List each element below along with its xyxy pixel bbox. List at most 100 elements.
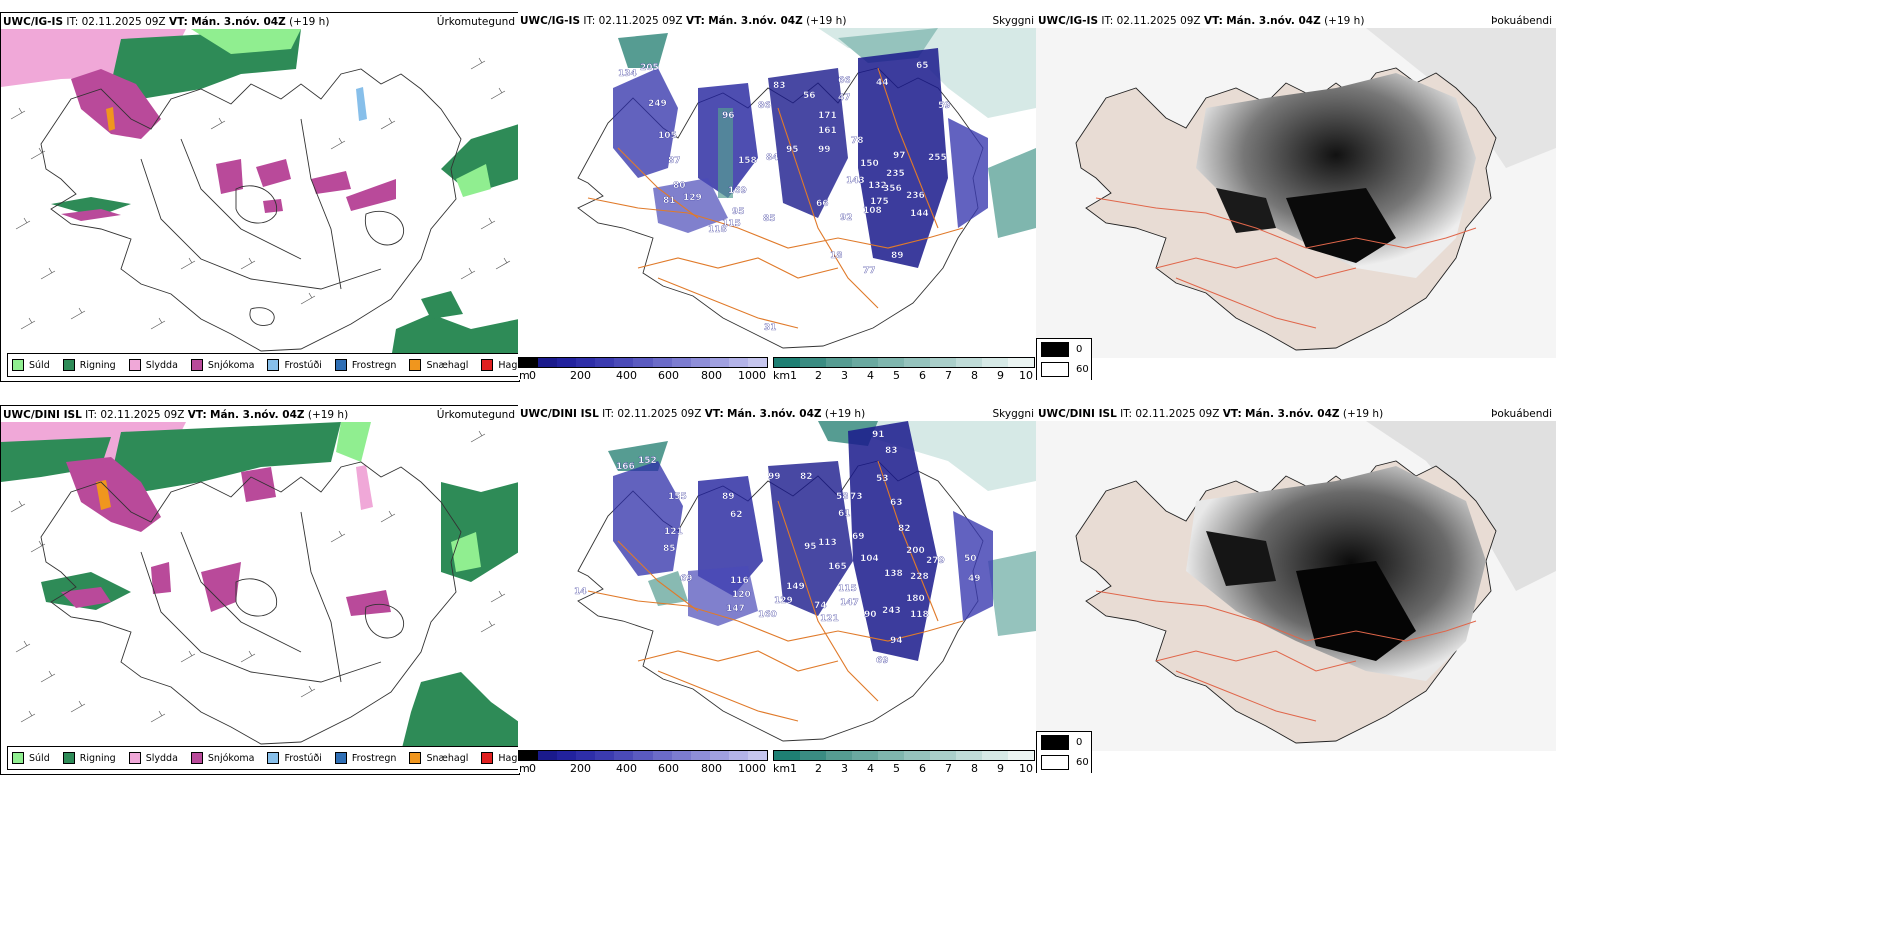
cloud-label: 58 — [836, 492, 849, 502]
cloud-base-patches — [613, 48, 988, 268]
legend-item: Slydda — [128, 359, 178, 371]
cloud-label: 166 — [616, 462, 635, 472]
cloud-label: 171 — [818, 111, 837, 121]
cloud-label: 255 — [928, 153, 947, 163]
legend-item: Slydda — [128, 752, 178, 764]
legend-item: Súld — [12, 359, 50, 371]
legend-swatch — [190, 359, 203, 371]
cloud-label: 85 — [763, 214, 776, 224]
cloud-label: 56 — [803, 91, 816, 101]
panel-header: UWC/IG-IS IT: 02.11.2025 09Z VT: Mán. 3.… — [1038, 15, 1365, 27]
panel-title: Úrkomutegund — [436, 409, 515, 421]
cloud-label: 279 — [926, 556, 945, 566]
colorbar-cells — [518, 357, 768, 368]
cloud-label: 118 — [910, 610, 929, 620]
fog-legend: 0 60 — [1036, 338, 1092, 380]
cloud-label: 150 — [860, 159, 879, 169]
fog-map — [1036, 421, 1556, 751]
cloud-label: 116 — [730, 576, 749, 586]
legend-swatch — [62, 752, 75, 764]
road-network — [1095, 590, 1477, 722]
cloud-label: 180 — [906, 594, 925, 604]
cloud-label: 66 — [816, 199, 829, 209]
cloud-label: 249 — [648, 99, 667, 109]
precip-legend: Súld Rigning Slydda Snjókoma Frostúði Fr… — [7, 353, 519, 377]
legend-swatch — [12, 752, 24, 764]
legend-swatch — [128, 752, 141, 764]
legend-swatch — [128, 359, 141, 371]
colorbar-labels: m 0 200 400 600 800 1000 — [519, 762, 766, 773]
cloud-base-patches — [613, 421, 993, 661]
cloud-label: 84 — [766, 153, 779, 163]
colorbar-cells — [773, 750, 1035, 761]
cloud-label: 91 — [872, 430, 885, 440]
cloud-label: 61 — [838, 509, 851, 519]
precip-legend: Súld Rigning Slydda Snjókoma Frostúði Fr… — [7, 746, 519, 770]
cloud-label: 66 — [838, 76, 851, 86]
legend-item: Haglél — [481, 752, 519, 764]
cloud-label: 228 — [910, 572, 929, 582]
legend-swatch — [334, 359, 347, 371]
colorbar-labels: km 1 2 3 4 5 6 7 8 9 10 — [773, 762, 1033, 773]
legend-swatch — [1041, 361, 1069, 377]
cloud-label: 200 — [906, 546, 925, 556]
cloud-label: 69 — [852, 532, 865, 542]
cloud-label: 87 — [668, 156, 681, 166]
road-network — [1095, 197, 1477, 329]
colorbar-labels: km 1 2 3 4 5 6 7 8 9 10 — [773, 369, 1033, 380]
legend-item: Snæhagl — [409, 359, 468, 371]
cloud-panel-top: UWC/IG-IS IT: 02.11.2025 09Z VT: Mán. 3.… — [518, 12, 1036, 380]
cloud-label: 49 — [968, 574, 981, 584]
cloud-label: 161 — [818, 126, 837, 136]
cloud-label: 78 — [851, 136, 864, 146]
fog-legend-item: 60 — [1037, 752, 1091, 772]
colorbar-labels: m 0 200 400 600 800 1000 — [519, 369, 766, 380]
cloud-label: 90 — [864, 610, 877, 620]
cloud-label: 97 — [893, 151, 906, 161]
precip-patches — [1, 422, 519, 752]
legend-item: Haglél — [481, 359, 519, 371]
cloud-label: 165 — [828, 562, 847, 572]
cloud-label: 134 — [618, 69, 637, 79]
road-network — [587, 460, 964, 722]
cloud-label: 115 — [838, 584, 857, 594]
cloud-label: 205 — [640, 63, 659, 73]
cloud-label: 89 — [722, 492, 735, 502]
legend-swatch — [481, 359, 494, 371]
legend-item: Rigning — [62, 752, 116, 764]
visibility-colorbar: km 1 2 3 4 5 6 7 8 9 10 — [773, 357, 1035, 380]
panel-header: UWC/DINI ISL IT: 02.11.2025 09Z VT: Mán.… — [520, 408, 866, 420]
cloud-label: 99 — [818, 145, 831, 155]
cloud-label: 92 — [840, 213, 853, 223]
panel-header: UWC/DINI ISL IT: 02.11.2025 09Z VT: Mán.… — [1038, 408, 1384, 420]
cloud-label: 108 — [863, 206, 882, 216]
panel-header: UWC/DINI ISL IT: 02.11.2025 09Z VT: Mán.… — [3, 409, 349, 421]
cloud-label: 243 — [882, 606, 901, 616]
wind-barb-icon — [10, 57, 511, 330]
cloud-label: 132 — [868, 181, 887, 191]
cloud-label: 129 — [774, 596, 793, 606]
cloud-label: 96 — [722, 111, 735, 121]
cloud-label: 74 — [814, 601, 827, 611]
cloud-label: 121 — [664, 527, 683, 537]
legend-swatch — [1041, 341, 1069, 357]
cloud-map: 134 205 249 105 87 80 81 129 169 95 115 … — [518, 28, 1036, 358]
iceland-outline-icon — [40, 461, 462, 745]
precip-panel-top: UWC/IG-IS IT: 02.11.2025 09Z VT: Mán. 3.… — [0, 12, 520, 382]
legend-swatch — [409, 359, 422, 371]
cloud-label: 86 — [758, 101, 771, 111]
precip-map — [1, 422, 519, 752]
panel-header: UWC/IG-IS IT: 02.11.2025 09Z VT: Mán. 3.… — [520, 15, 847, 27]
legend-item: Rigning — [62, 359, 116, 371]
cloud-height-labels: 134 205 249 105 87 80 81 129 169 95 115 … — [618, 61, 951, 333]
legend-swatch — [481, 752, 494, 764]
cloud-label: 89 — [891, 251, 904, 261]
cloud-label: 69 — [680, 574, 693, 584]
iceland-outline-icon — [40, 68, 462, 352]
precip-patches — [1, 29, 519, 359]
cloud-label: 120 — [732, 590, 751, 600]
cloud-label: 175 — [870, 197, 889, 207]
fog-panel-bottom: UWC/DINI ISL IT: 02.11.2025 09Z VT: Mán.… — [1036, 405, 1556, 773]
cloud-label: 121 — [820, 614, 839, 624]
cloud-label: 82 — [898, 524, 911, 534]
